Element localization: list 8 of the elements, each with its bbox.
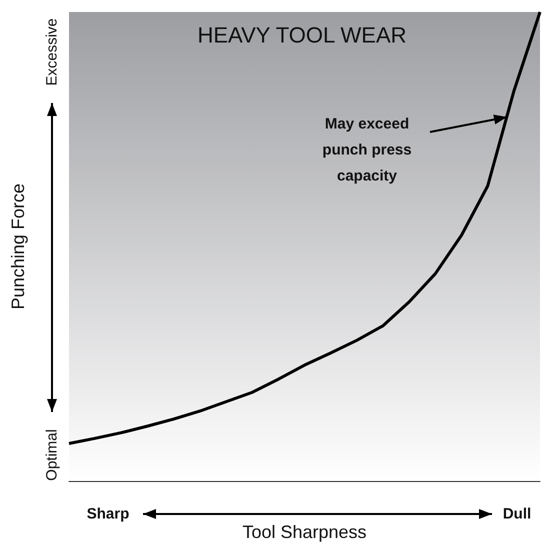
text: Excessive [44, 18, 60, 86]
annotation: May exceed punch press capacity [322, 116, 412, 184]
text: Sharp [86, 506, 130, 522]
text: Optimal [44, 429, 60, 481]
annotation: HEAVY TOOL WEAR [197, 22, 407, 48]
text: Dull [502, 506, 532, 522]
y-axis-title: Punching Force [8, 183, 28, 310]
x-axis-title: Tool Sharpness [242, 522, 367, 542]
